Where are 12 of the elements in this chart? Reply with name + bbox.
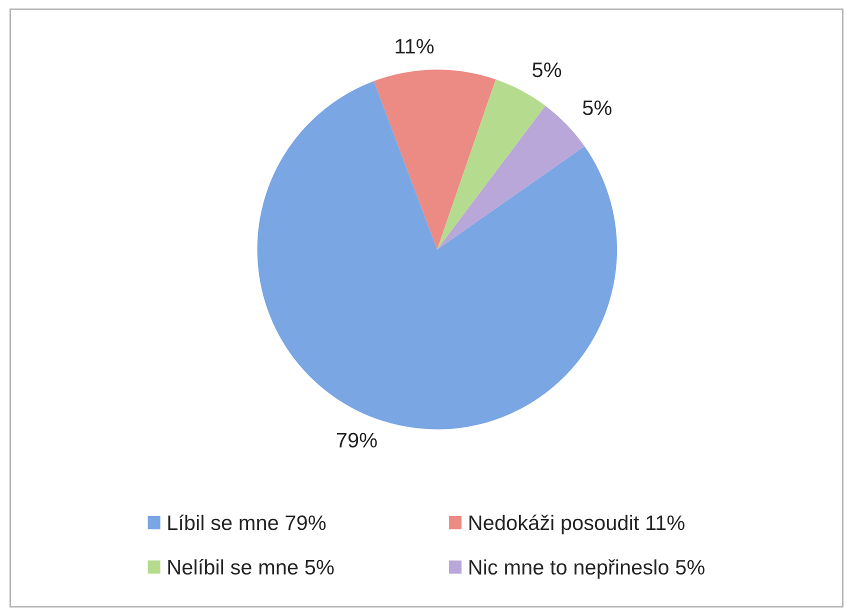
legend-label: Nelíbil se mne 5%: [168, 559, 334, 575]
data-label: 5%: [582, 100, 612, 116]
data-label: 79%: [336, 432, 377, 448]
data-label: 11%: [396, 38, 434, 54]
pie-slice: [437, 79, 546, 250]
pie-slice: [257, 81, 618, 430]
legend-label: Líbil se mne 79%: [168, 514, 326, 530]
legend-label: Nedokáži posoudit 11%: [470, 514, 684, 534]
data-label: 5%: [532, 62, 562, 78]
pie-slice: [374, 70, 496, 250]
legend-label: Nic mne to nepřineslo 5%: [470, 559, 704, 579]
pie-slice: [437, 106, 585, 250]
